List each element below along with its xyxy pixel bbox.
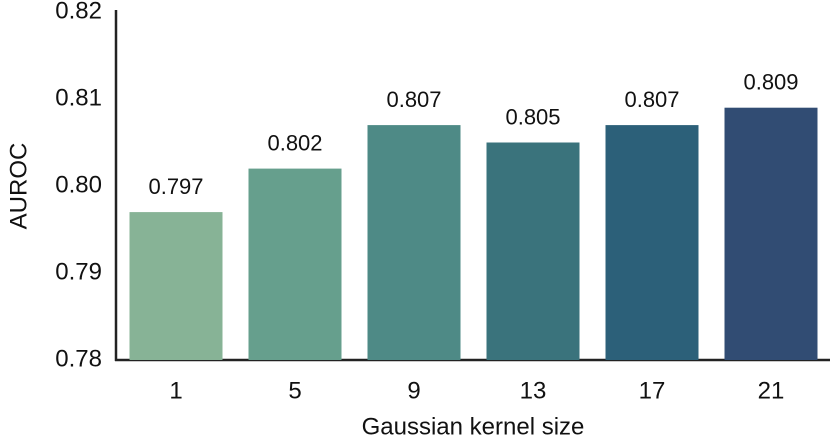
- bar: [248, 168, 342, 360]
- y-tick-label: 0.81: [55, 84, 102, 111]
- value-label: 0.809: [743, 70, 798, 95]
- x-tick-label: 21: [758, 377, 785, 404]
- value-label: 0.797: [148, 174, 203, 199]
- bar: [129, 212, 223, 360]
- y-tick-label: 0.79: [55, 258, 102, 285]
- bar: [486, 142, 580, 360]
- y-tick-label: 0.80: [55, 171, 102, 198]
- x-tick-label: 5: [288, 377, 301, 404]
- x-tick-label: 17: [639, 377, 666, 404]
- value-label: 0.802: [267, 130, 322, 155]
- y-axis-label: AUROC: [5, 143, 32, 230]
- y-tick-label: 0.78: [55, 345, 102, 372]
- x-tick-label: 13: [520, 377, 547, 404]
- value-label: 0.807: [386, 87, 441, 112]
- x-tick-label: 1: [169, 377, 182, 404]
- bar: [724, 107, 818, 360]
- x-axis-label: Gaussian kernel size: [362, 413, 585, 440]
- y-tick-label: 0.82: [55, 0, 102, 24]
- bar: [605, 125, 699, 360]
- bar: [367, 125, 461, 360]
- x-tick-label: 9: [407, 377, 420, 404]
- value-label: 0.805: [505, 104, 560, 129]
- value-label: 0.807: [624, 87, 679, 112]
